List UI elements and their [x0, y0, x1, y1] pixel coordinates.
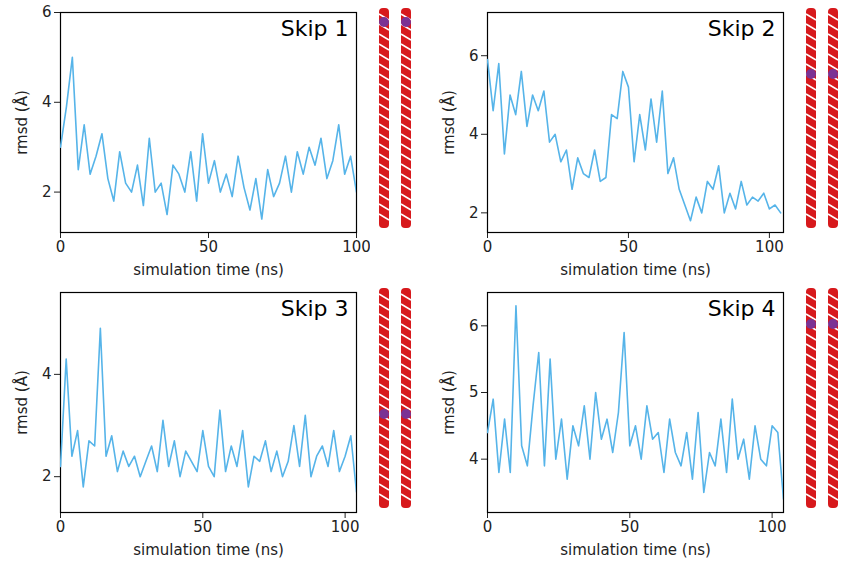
svg-text:4: 4 — [469, 125, 479, 143]
svg-text:simulation time (ns): simulation time (ns) — [133, 261, 284, 279]
svg-text:6: 6 — [469, 317, 479, 335]
svg-text:simulation time (ns): simulation time (ns) — [560, 261, 711, 279]
svg-text:2: 2 — [42, 467, 52, 485]
svg-text:50: 50 — [620, 518, 639, 536]
svg-text:rmsd (Å): rmsd (Å) — [439, 370, 458, 435]
svg-text:0: 0 — [483, 518, 493, 536]
svg-text:50: 50 — [193, 518, 212, 536]
svg-text:rmsd (Å): rmsd (Å) — [12, 90, 31, 155]
svg-text:simulation time (ns): simulation time (ns) — [133, 541, 284, 559]
svg-text:0: 0 — [56, 238, 66, 256]
svg-text:rmsd (Å): rmsd (Å) — [12, 370, 31, 435]
svg-text:0: 0 — [483, 238, 493, 256]
svg-text:50: 50 — [619, 238, 638, 256]
svg-text:Skip 3: Skip 3 — [281, 296, 349, 321]
svg-text:0: 0 — [56, 518, 66, 536]
svg-text:rmsd (Å): rmsd (Å) — [439, 90, 458, 155]
svg-text:Skip 4: Skip 4 — [708, 296, 776, 321]
svg-text:100: 100 — [758, 518, 787, 536]
svg-text:100: 100 — [342, 238, 370, 256]
svg-text:6: 6 — [469, 47, 479, 65]
svg-text:2: 2 — [42, 183, 52, 201]
svg-text:simulation time (ns): simulation time (ns) — [560, 541, 711, 559]
svg-text:2: 2 — [469, 204, 479, 222]
svg-text:100: 100 — [755, 238, 784, 256]
svg-text:100: 100 — [331, 518, 360, 536]
svg-text:4: 4 — [469, 450, 479, 468]
svg-text:Skip 2: Skip 2 — [708, 16, 776, 41]
svg-text:6: 6 — [42, 4, 52, 21]
svg-text:4: 4 — [42, 93, 52, 111]
svg-text:5: 5 — [469, 383, 479, 401]
svg-text:50: 50 — [199, 238, 218, 256]
svg-text:4: 4 — [42, 365, 52, 383]
svg-text:Skip 1: Skip 1 — [281, 16, 349, 41]
